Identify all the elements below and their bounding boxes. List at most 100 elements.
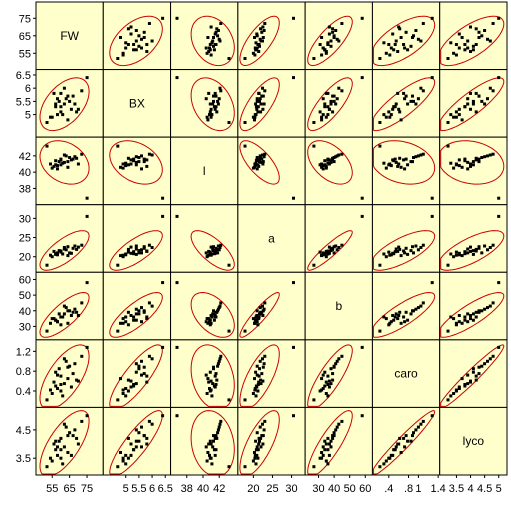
data-point [491,152,495,156]
data-point [254,462,258,466]
data-point [457,314,461,317]
data-point [257,50,261,53]
data-point [121,162,125,166]
data-point [477,309,481,313]
data-point [210,462,214,466]
data-point [73,244,77,248]
x-tick-label: 4 [467,483,473,495]
data-point [258,306,262,310]
data-point [391,314,395,317]
data-point [332,99,336,103]
data-point [312,57,316,60]
data-point [318,43,322,46]
data-point [474,158,478,162]
data-point [85,345,89,349]
data-point [406,439,410,443]
data-point [215,310,219,314]
data-point [404,310,408,314]
data-point [404,246,408,250]
data-point [129,162,133,166]
data-point [332,245,336,249]
data-point [460,165,464,169]
data-point [71,94,75,98]
data-point [259,436,263,440]
data-point [204,251,208,255]
data-point [140,37,143,41]
data-point [452,115,456,119]
data-point [253,165,256,169]
data-point [477,157,481,161]
density-ellipse [239,140,280,185]
data-point [394,102,398,106]
data-point [64,154,68,158]
data-point [320,118,324,122]
data-point [446,263,450,267]
data-point [259,378,263,382]
data-point [392,48,396,52]
data-point [483,244,487,248]
data-point [217,37,221,41]
data-point [52,249,56,253]
data-point [66,160,70,164]
data-point [469,317,472,321]
data-point [59,110,63,114]
data-point [54,105,58,109]
data-point [56,387,59,390]
data-point [205,115,209,119]
data-point [323,252,327,256]
data-point [140,445,143,449]
data-point [68,156,72,159]
data-point [253,36,256,39]
data-point [208,110,212,114]
data-point [262,102,266,106]
panel-background [170,339,239,408]
data-point [129,245,133,249]
density-ellipse [440,15,505,67]
data-point [54,384,58,388]
data-point [460,377,464,381]
data-point [260,372,264,376]
data-point [119,254,122,258]
data-point [327,32,331,36]
data-point [471,367,475,371]
data-point [324,91,328,95]
data-point [256,110,260,114]
data-point [324,442,328,446]
panel-BX-vs-FW [35,69,104,138]
data-point [259,27,263,31]
data-point [251,392,255,395]
y-tick-label: 50 [19,290,31,302]
data-point [412,251,415,255]
data-point [216,29,220,32]
data-point [474,43,478,46]
data-point [263,354,267,358]
density-ellipse [239,15,280,66]
data-point [217,359,221,363]
density-ellipse [307,77,353,132]
data-point [469,107,472,111]
data-point [452,166,456,170]
data-point [129,453,133,457]
data-point [204,46,208,50]
data-point [486,248,489,252]
x-tick-label: 65 [64,483,76,495]
data-point [326,91,330,95]
data-point [320,451,324,454]
data-point [323,105,327,109]
data-point [64,97,68,101]
x-tick-label: 50 [344,483,356,495]
data-point [121,392,125,395]
data-point [337,153,341,157]
data-point [85,281,89,285]
data-point [134,29,138,32]
data-point [80,89,84,93]
data-point [219,301,223,305]
data-point [161,214,165,218]
data-point [150,246,154,249]
data-point [457,164,461,168]
data-point [255,431,259,435]
data-point [474,27,478,31]
data-point [150,304,154,308]
data-point [254,448,258,452]
density-ellipse [39,291,90,338]
